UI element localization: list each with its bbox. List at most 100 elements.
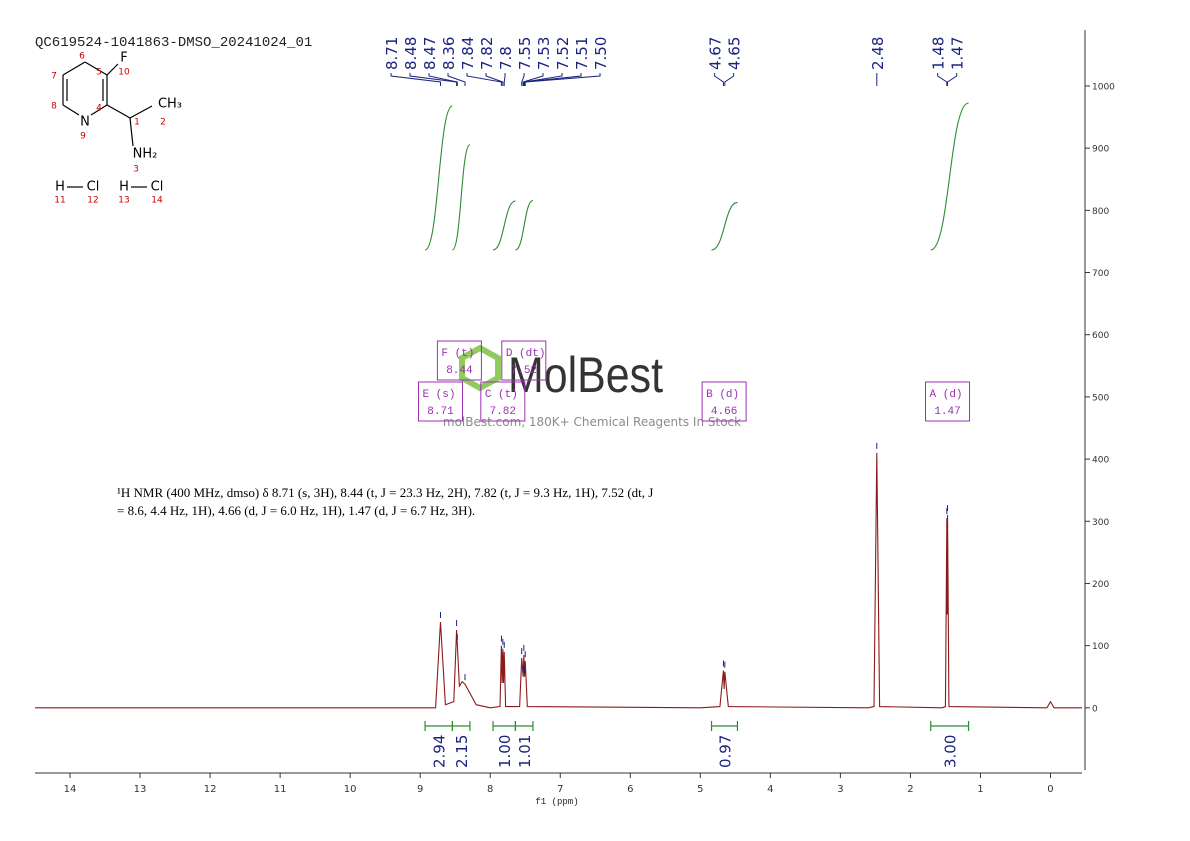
integral-curve [930, 102, 969, 251]
multiplet-box [417, 381, 463, 422]
multiplet-box [436, 340, 482, 381]
atom-label: F [120, 51, 127, 66]
integral-curve [492, 200, 516, 251]
multiplet-shift: 1.47 [934, 406, 960, 418]
bond [129, 105, 153, 119]
multiplet-name: C (t) [485, 389, 518, 401]
peak-label: 1.47 [949, 37, 967, 70]
bond [129, 117, 134, 147]
peak-leader [714, 73, 724, 86]
integral-curve [451, 144, 471, 251]
x-tick-label: 13 [134, 784, 147, 795]
peak-leader [409, 73, 458, 86]
watermark-logo-icon [459, 344, 501, 392]
atom-number: 4 [96, 104, 102, 114]
atom-number: 14 [151, 196, 163, 206]
y-tick-label: 600 [1092, 331, 1109, 341]
x-tick-label: 4 [767, 784, 773, 795]
peak-leader [524, 73, 601, 86]
peak-label: 8.48 [402, 37, 420, 70]
y-tick-label: 800 [1092, 207, 1109, 217]
y-tick-label: 100 [1092, 642, 1109, 652]
y-tick-label: 0 [1092, 704, 1098, 714]
peak-leader [522, 73, 544, 86]
atom-number: 6 [79, 52, 85, 62]
y-tick-label: 1000 [1092, 82, 1115, 92]
atom-label: Cl [151, 180, 164, 195]
integral-curve [424, 105, 453, 251]
atom-label: NH₂ [133, 147, 158, 162]
multiplet-box [501, 340, 547, 381]
peak-label: 7.53 [535, 37, 553, 70]
peak-label: 4.65 [726, 37, 744, 70]
x-tick-label: 1 [977, 784, 983, 795]
integral-bracket [451, 721, 471, 731]
multiplet-shift: 4.66 [711, 406, 737, 418]
atom-number: 5 [96, 68, 102, 78]
y-tick-label: 400 [1092, 456, 1109, 466]
x-tick-label: 3 [837, 784, 843, 795]
atom-label: H [119, 180, 129, 195]
atom-number: 12 [87, 196, 98, 206]
multiplet-name: A (d) [930, 389, 963, 401]
integral-label: 2.15 [453, 735, 471, 768]
x-tick-label: 11 [274, 784, 287, 795]
multiplet-shift: 7.52 [511, 365, 537, 377]
atom-label: Cl [87, 180, 100, 195]
multiplet-name: F (t) [441, 348, 474, 360]
atom-label: N [80, 115, 90, 130]
peak-label: 7.8 [497, 46, 515, 70]
multiplet-box [480, 381, 526, 422]
y-tick-label: 900 [1092, 145, 1109, 155]
peak-label: 7.51 [573, 37, 591, 70]
bond [106, 104, 131, 119]
multiplet-name: D (dt) [506, 348, 546, 360]
integral-label: 1.01 [516, 735, 534, 768]
atom-number: 10 [118, 68, 130, 78]
x-tick-label: 12 [204, 784, 217, 795]
x-axis-label: f1 (ppm) [535, 797, 578, 807]
watermark-logo: MolBest [508, 347, 663, 403]
integral-bracket [514, 721, 534, 731]
atom-number: 3 [133, 165, 139, 175]
multiplet-shift: 7.82 [490, 406, 516, 418]
integral-label: 2.94 [431, 735, 449, 768]
peak-leader [521, 73, 525, 86]
multiplet-box [701, 381, 747, 422]
peak-leader [466, 73, 502, 86]
x-tick-label: 2 [907, 784, 913, 795]
y-tick-label: 300 [1092, 518, 1109, 528]
peak-label: 7.82 [478, 37, 496, 70]
bond [90, 104, 108, 116]
peak-label: 2.48 [869, 37, 887, 70]
atom-number: 11 [54, 196, 65, 206]
integral-bracket [710, 721, 739, 731]
multiplet-name: E (s) [422, 389, 455, 401]
peak-label: 4.67 [707, 37, 725, 70]
x-tick-label: 7 [557, 784, 563, 795]
multiplet-shift: 8.71 [427, 406, 454, 418]
atom-number: 9 [80, 132, 86, 142]
bond [62, 104, 80, 116]
peak-label: 7.84 [459, 37, 477, 70]
atom-number: 7 [51, 72, 57, 82]
atom-number: 2 [160, 118, 166, 128]
spectrum-line [35, 452, 1082, 709]
description-line: = 8.6, 4.4 Hz, 1H), 4.66 (d, J = 6.0 Hz,… [117, 503, 475, 518]
integral-label: 1.00 [496, 735, 514, 768]
atom-number: 1 [134, 118, 140, 128]
peak-label: 8.47 [421, 37, 439, 70]
peak-label: 7.55 [516, 37, 534, 70]
atom-label: CH₃ [158, 97, 182, 112]
integral-bracket [424, 721, 453, 731]
integral-label: 0.97 [716, 735, 734, 768]
x-tick-label: 0 [1047, 784, 1053, 795]
peak-leader [485, 73, 504, 86]
peak-label: 8.36 [440, 37, 458, 70]
y-tick-label: 700 [1092, 269, 1109, 279]
peak-label: 1.48 [930, 37, 948, 70]
watermark-tagline: molBest.com, 180K+ Chemical Reagents In … [443, 415, 741, 429]
x-tick-label: 14 [64, 784, 77, 795]
multiplet-name: B (d) [706, 389, 739, 401]
